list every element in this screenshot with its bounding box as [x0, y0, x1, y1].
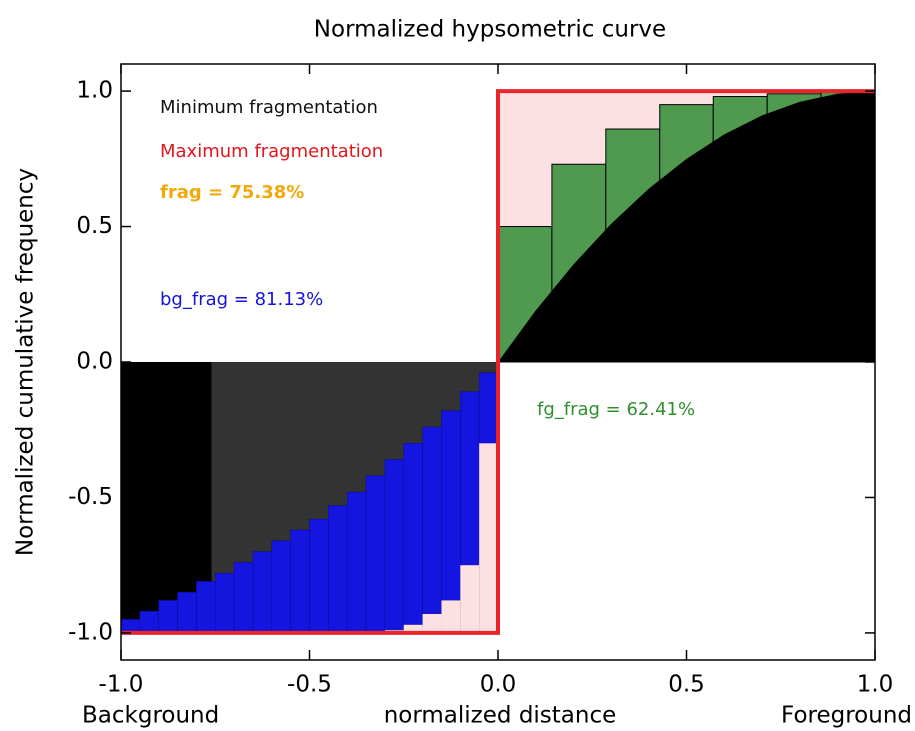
y-tick-label: -1.0	[68, 619, 113, 645]
annotation: Minimum fragmentation	[160, 97, 378, 118]
chart-title: Normalized hypsometric curve	[314, 17, 666, 43]
max-frag-line	[121, 89, 875, 635]
x-axis-label: normalized distance	[384, 703, 617, 729]
x-tick-label: 0.0	[480, 672, 517, 698]
y-tick-label: 1.0	[76, 78, 113, 104]
annotation: bg_frag = 81.13%	[160, 289, 323, 310]
bg-pink	[422, 613, 442, 633]
bg-bar	[271, 540, 291, 634]
bg-pink	[441, 600, 461, 633]
annotation: Maximum fragmentation	[160, 141, 383, 162]
x-tick-label: 1.0	[857, 672, 894, 698]
bg-bar	[365, 475, 386, 634]
x-tick-label: -1.0	[99, 672, 144, 698]
bg-bar	[384, 459, 404, 631]
y-tick-label: -0.5	[68, 484, 113, 510]
y-tick-label: 0.5	[76, 213, 113, 239]
bg-pink	[403, 624, 423, 633]
bg-bar	[346, 491, 367, 634]
bg-bar	[403, 443, 423, 626]
x-axis-label-left: Background	[82, 703, 219, 729]
bg-bar	[478, 372, 499, 444]
x-axis-label-right: Foreground	[781, 703, 912, 729]
bg-bar	[215, 573, 235, 634]
bg-pink	[460, 565, 480, 633]
bg-bar	[120, 619, 141, 634]
bg-bar	[328, 505, 348, 634]
bg-bar	[196, 581, 216, 634]
x-tick-label: -0.5	[287, 672, 332, 698]
bg-bar	[252, 551, 273, 634]
bg-bar	[309, 518, 329, 634]
y-axis-label: Normalized cumulative frequency	[13, 168, 39, 556]
fg-curve-area	[498, 91, 875, 362]
y-tick-label: 0.0	[76, 349, 113, 375]
bg-bar	[422, 426, 442, 615]
bg-bar	[158, 600, 178, 634]
bg-pink	[479, 443, 498, 633]
bg-bar	[233, 562, 254, 634]
bg-bar	[177, 592, 197, 634]
bg-bar	[441, 410, 461, 601]
annotation: frag = 75.38%	[160, 182, 304, 203]
annotation: fg_frag = 62.41%	[537, 399, 695, 420]
bg-bar	[290, 529, 310, 634]
x-tick-label: 0.5	[668, 672, 705, 698]
bg-bar	[139, 610, 159, 634]
bg-bar	[460, 391, 480, 566]
